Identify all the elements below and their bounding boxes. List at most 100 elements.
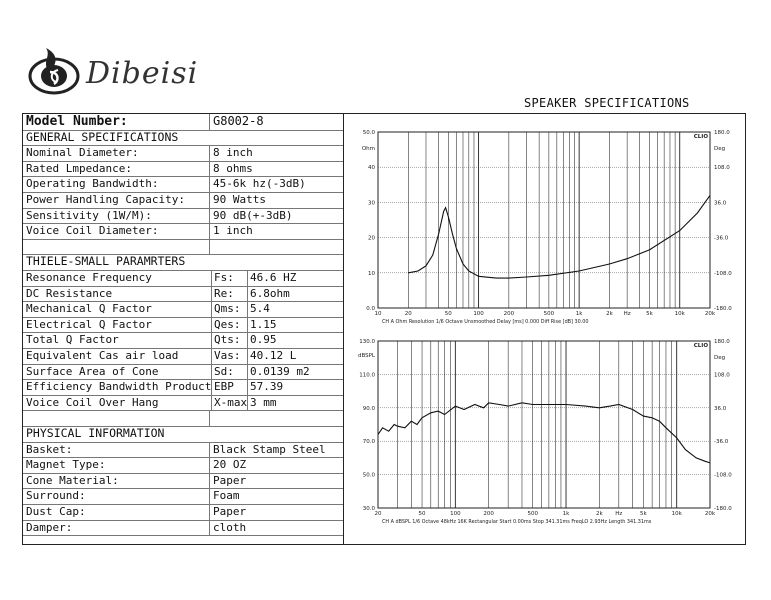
y2-tick-label: -180.0 — [714, 306, 732, 312]
data-point — [455, 247, 457, 249]
ts-value: 5.4 — [247, 301, 270, 317]
y-tick-label: 20 — [368, 236, 375, 242]
data-point — [421, 417, 423, 419]
data-point — [679, 230, 681, 231]
data-point — [443, 210, 444, 212]
ts-row: Voice Coil Over Hang X-max 3 mm — [23, 394, 343, 412]
data-point — [445, 207, 446, 208]
spec-value: 8 ohms — [213, 161, 253, 175]
data-point — [632, 409, 633, 410]
ts-label: Total Q Factor — [26, 333, 119, 347]
graphs-panel: 50.0 40 30 20 10 0.0 180.0 108.0 36.0 -36.0 -108.0… — [344, 114, 744, 544]
ts-symbol: Sd: — [211, 363, 245, 380]
y2-tick-label: -180.0 — [714, 506, 732, 512]
ts-row: Resonance Frequency Fs: 46.6 HZ — [23, 270, 343, 287]
data-point — [404, 427, 406, 429]
ts-value: 6.8ohm — [247, 285, 290, 302]
x-tick-label: 200 — [504, 311, 515, 317]
physical-row: Cone Material: Paper — [23, 472, 343, 490]
data-point — [649, 249, 650, 251]
spec-label: Operating Bandwidth: — [26, 177, 159, 191]
data-point — [432, 254, 434, 256]
blank-row — [23, 410, 343, 427]
y-tick-label: 130.0 — [359, 339, 375, 345]
y2-tick-label: 36.0 — [714, 200, 727, 206]
data-point — [665, 427, 667, 429]
general-heading: GENERAL SPECIFICATIONS — [26, 129, 179, 144]
y-tick-label: 50.0 — [363, 473, 376, 479]
data-point — [430, 412, 432, 414]
data-point — [704, 460, 706, 462]
data-point — [578, 270, 580, 272]
ts-symbol: Qts: — [211, 332, 245, 348]
model-row: Model Number: G8002-8 — [23, 114, 343, 131]
y2-tick-label: -108.0 — [714, 473, 732, 479]
x-tick-label: 10k — [675, 311, 686, 317]
ts-row: Efficiency Bandwidth Product EBP 57.39 — [23, 379, 343, 396]
data-point — [676, 437, 677, 439]
data-point — [447, 216, 449, 217]
data-point — [377, 434, 379, 435]
data-point — [462, 263, 464, 265]
y-tick-label: 30.0 — [363, 506, 376, 512]
y2-tick-label: 180.0 — [714, 130, 730, 136]
data-point — [495, 277, 497, 279]
x-tick-label: 50 — [445, 311, 452, 317]
right-unit-label: Deg — [714, 355, 725, 361]
data-point — [388, 430, 390, 432]
model-label: Model Number: — [26, 114, 128, 129]
physical-row: Magnet Type: 20 OZ — [23, 457, 343, 474]
physical-label: Damper: — [26, 520, 73, 534]
ts-value: 0.95 — [247, 332, 277, 348]
spec-value: 1 inch — [213, 224, 253, 238]
spec-value: 45-6k hz(-3dB) — [213, 177, 306, 191]
brand-emblem-icon — [28, 48, 80, 95]
data-point — [508, 277, 510, 279]
data-point — [565, 404, 567, 405]
data-point — [618, 404, 620, 405]
physical-row: Damper: cloth — [23, 519, 343, 537]
y-tick-label: 40 — [368, 165, 375, 171]
data-point — [488, 402, 489, 404]
ts-value: 40.12 L — [247, 348, 296, 364]
x-tick-label: 500 — [527, 511, 538, 517]
clio-badge: CLIO — [694, 134, 709, 140]
ts-row: Electrical Q Factor Qes: 1.15 — [23, 316, 343, 334]
physical-value: cloth — [213, 520, 247, 534]
spec-sheet: Model Number: G8002-8 GENERAL SPECIFICAT… — [22, 113, 746, 545]
page-title: SPEAKER SPECIFICATIONS — [524, 96, 690, 110]
physical-value: Paper — [213, 505, 247, 518]
spec-label: Sensitivity (1W/M): — [26, 208, 152, 222]
physical-heading: PHYSICAL INFORMATION — [26, 426, 165, 440]
data-point — [651, 417, 653, 419]
data-point — [397, 425, 398, 427]
data-point — [483, 407, 484, 409]
ts-value: 3 mm — [247, 394, 277, 411]
y2-tick-label: -108.0 — [714, 271, 732, 277]
general-spec-row: Rated Lmpedance: 8 ohms — [23, 160, 343, 178]
data-point — [548, 404, 550, 405]
data-point — [468, 270, 470, 272]
x-tick-label: Hz — [615, 511, 622, 517]
ts-value: 46.6 HZ — [247, 270, 296, 286]
general-spec-row: Operating Bandwidth: 45-6k hz(-3dB) — [23, 176, 343, 193]
data-point — [425, 265, 427, 267]
data-point — [463, 409, 465, 410]
general-heading-row: GENERAL SPECIFICATIONS — [23, 130, 343, 147]
x-tick-label: 1k — [563, 511, 570, 517]
ts-row: DC Resistance Re: 6.8ohm — [23, 285, 343, 303]
ts-label: Equivalent Cas air load — [26, 349, 179, 362]
spec-label: Voice Coil Diameter: — [26, 224, 159, 238]
ts-label: Mechanical Q Factor — [26, 302, 152, 316]
y-tick-label: 50.0 — [363, 130, 376, 136]
physical-value: Black Stamp Steel — [213, 442, 326, 456]
general-spec-row: Nominal Diameter: 8 inch — [23, 145, 343, 162]
x-tick-label: 20k — [705, 511, 716, 517]
ts-symbol: Vas: — [211, 348, 245, 364]
physical-value: Foam — [213, 489, 240, 503]
data-point — [709, 195, 711, 196]
right-unit-label: Deg — [714, 146, 725, 152]
physical-label: Dust Cap: — [26, 505, 86, 518]
data-point — [599, 407, 600, 409]
x-tick-label: 20 — [405, 311, 412, 317]
